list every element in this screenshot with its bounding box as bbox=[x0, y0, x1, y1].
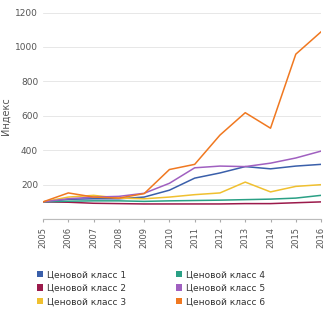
Legend: Ценовой класс 4, Ценовой класс 5, Ценовой класс 6: Ценовой класс 4, Ценовой класс 5, Ценово… bbox=[172, 267, 268, 310]
Legend: Ценовой класс 1, Ценовой класс 2, Ценовой класс 3: Ценовой класс 1, Ценовой класс 2, Ценово… bbox=[33, 267, 129, 310]
Y-axis label: Индекс: Индекс bbox=[1, 97, 11, 135]
